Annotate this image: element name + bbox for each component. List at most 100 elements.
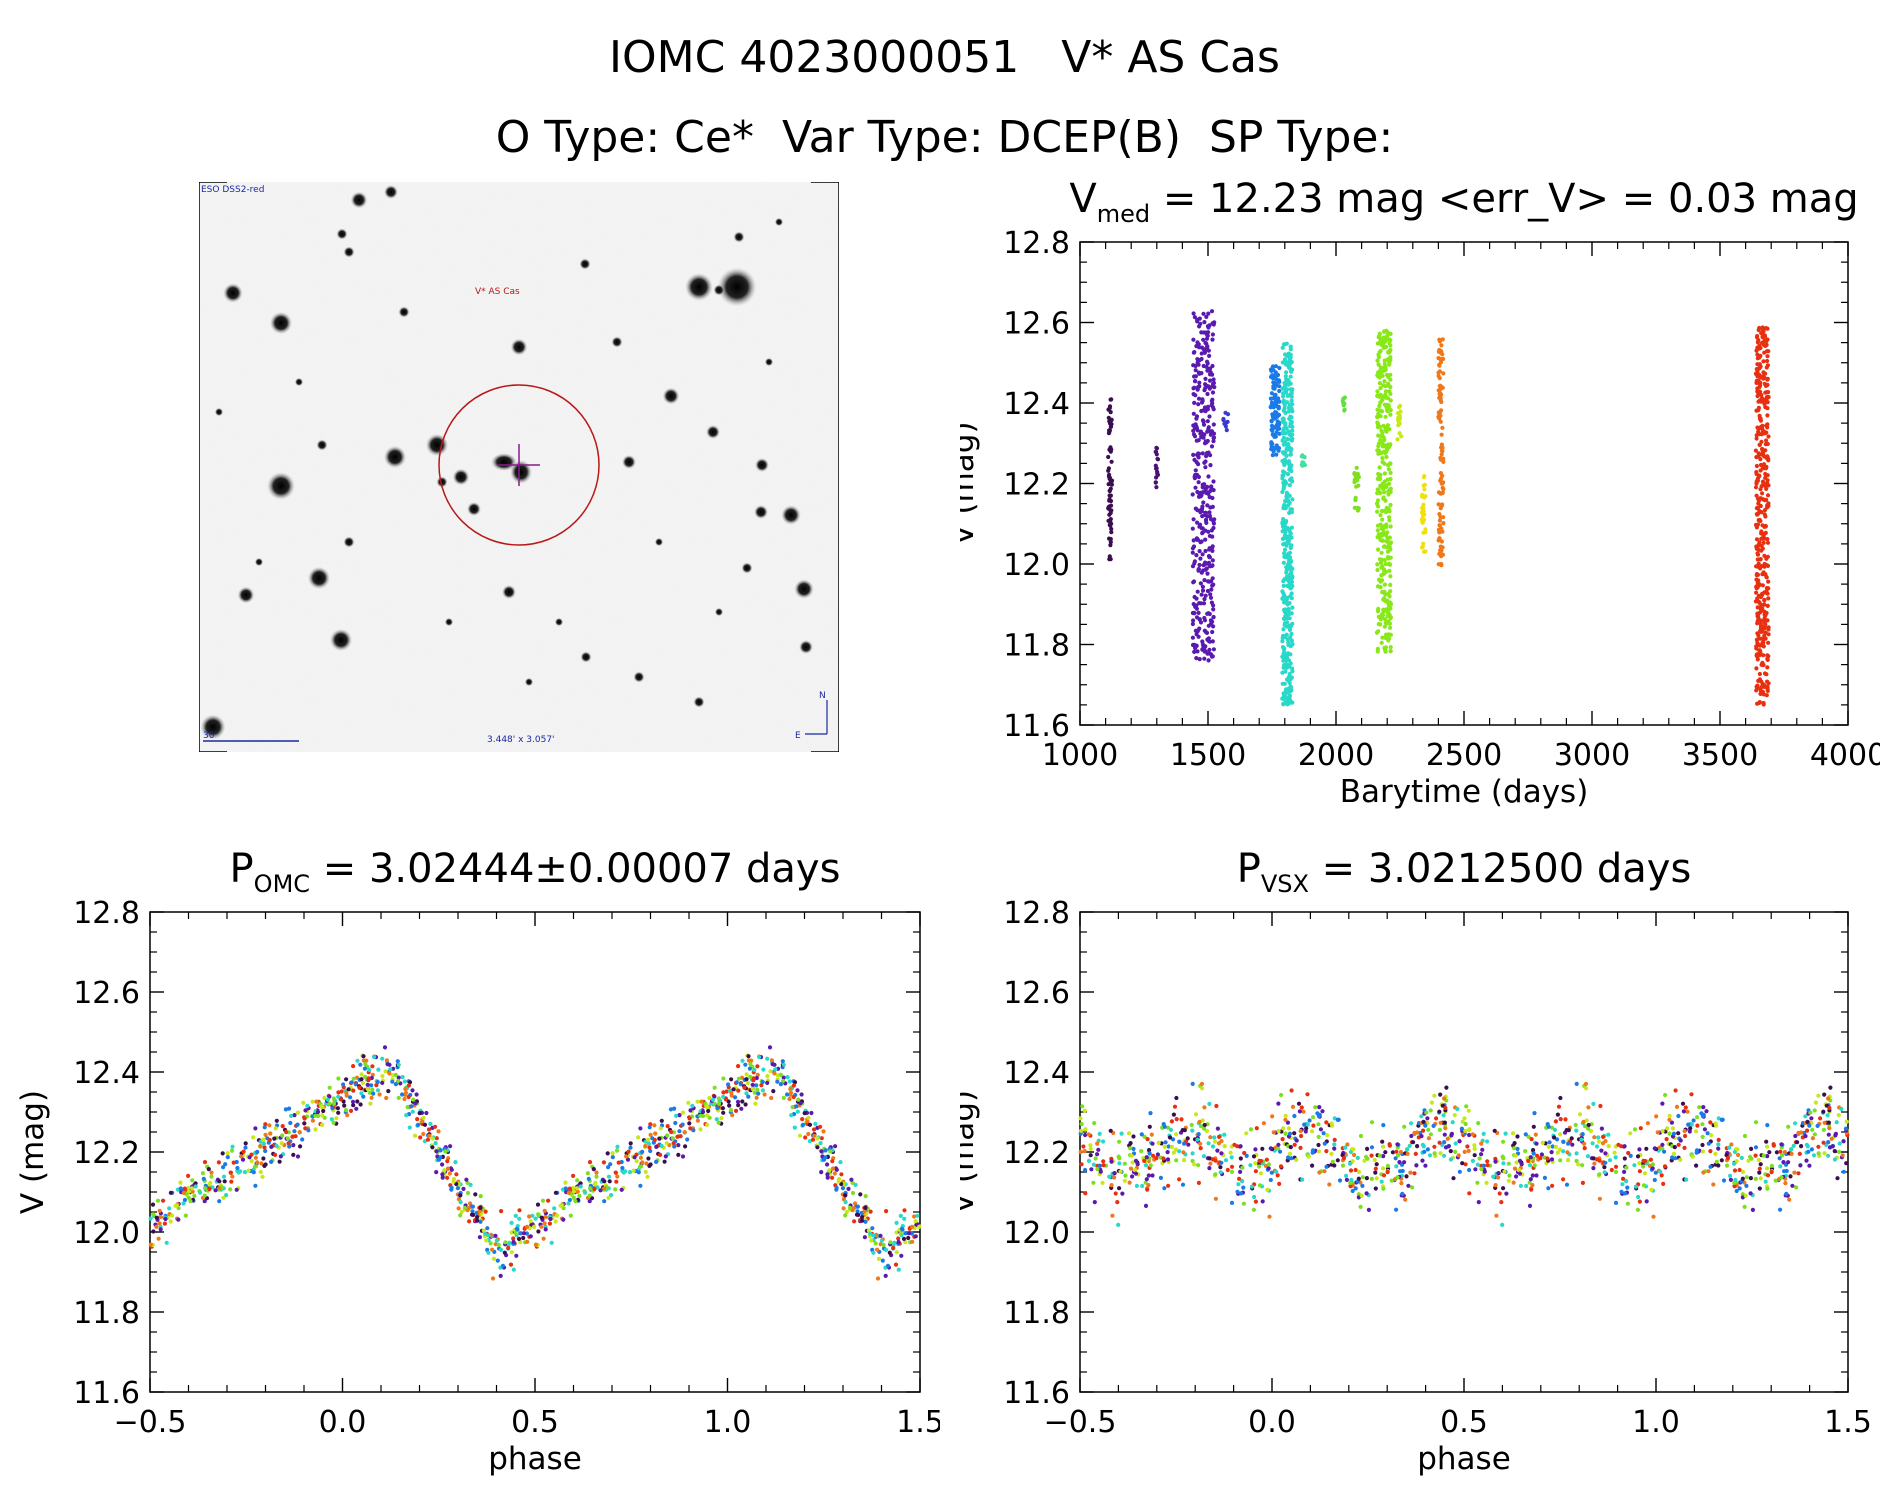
data-point bbox=[646, 1156, 651, 1161]
data-point bbox=[1109, 1159, 1114, 1164]
data-point bbox=[680, 1122, 685, 1127]
data-point bbox=[1286, 539, 1291, 544]
finder-star bbox=[754, 505, 768, 519]
data-point bbox=[1475, 1162, 1480, 1167]
data-point bbox=[1665, 1126, 1670, 1131]
data-point bbox=[1282, 551, 1287, 556]
data-point bbox=[1205, 503, 1210, 508]
data-point bbox=[1441, 521, 1446, 526]
data-point bbox=[1375, 646, 1380, 651]
data-point bbox=[1083, 1127, 1088, 1132]
data-point bbox=[543, 1227, 548, 1232]
data-point bbox=[623, 1169, 628, 1174]
data-point bbox=[855, 1209, 860, 1214]
data-point bbox=[517, 1208, 522, 1213]
data-point bbox=[1713, 1121, 1718, 1126]
data-point bbox=[1276, 1142, 1281, 1147]
data-point bbox=[807, 1122, 813, 1127]
data-point bbox=[1833, 1131, 1838, 1136]
data-point bbox=[1240, 1179, 1245, 1184]
data-point bbox=[1223, 424, 1228, 429]
data-point bbox=[1166, 1183, 1171, 1188]
data-point bbox=[704, 1104, 709, 1109]
data-point bbox=[1564, 1128, 1569, 1133]
data-point bbox=[1841, 1169, 1846, 1174]
data-point bbox=[1172, 1104, 1178, 1109]
data-point bbox=[1225, 419, 1230, 424]
data-point bbox=[1149, 1132, 1154, 1137]
data-point bbox=[418, 1135, 423, 1140]
data-point bbox=[1613, 1164, 1619, 1169]
data-point bbox=[898, 1213, 903, 1218]
data-point bbox=[1683, 1105, 1688, 1110]
data-point bbox=[1765, 382, 1770, 387]
data-point bbox=[665, 1124, 670, 1129]
data-point bbox=[1286, 559, 1292, 564]
data-point bbox=[1766, 501, 1771, 506]
data-point bbox=[583, 1190, 588, 1195]
data-point bbox=[321, 1108, 326, 1114]
data-point bbox=[220, 1151, 225, 1156]
data-point bbox=[1106, 454, 1111, 460]
data-point bbox=[1252, 1194, 1257, 1200]
data-point bbox=[1754, 653, 1759, 658]
data-point bbox=[1356, 1169, 1362, 1174]
data-point bbox=[1743, 1193, 1748, 1198]
data-point bbox=[1354, 465, 1359, 470]
data-point bbox=[1083, 1132, 1088, 1138]
data-point bbox=[157, 1221, 162, 1226]
x-tick-label: 1.0 bbox=[1632, 1405, 1680, 1440]
data-point bbox=[1108, 419, 1113, 424]
data-point bbox=[1574, 1151, 1579, 1156]
data-point bbox=[1290, 642, 1295, 647]
data-point bbox=[1440, 490, 1445, 495]
data-point bbox=[1660, 1101, 1665, 1106]
data-point bbox=[571, 1185, 576, 1191]
data-point bbox=[755, 1064, 760, 1069]
data-point bbox=[698, 1127, 703, 1132]
data-point bbox=[1096, 1147, 1101, 1152]
data-point bbox=[1764, 438, 1769, 443]
data-point bbox=[1150, 1141, 1155, 1146]
data-point bbox=[1251, 1207, 1256, 1212]
data-point bbox=[1650, 1166, 1655, 1171]
data-point bbox=[313, 1127, 318, 1132]
data-point bbox=[1470, 1158, 1475, 1163]
data-point bbox=[239, 1154, 244, 1159]
data-point bbox=[1294, 1157, 1299, 1162]
data-point bbox=[502, 1250, 507, 1255]
data-point bbox=[850, 1190, 856, 1196]
data-point bbox=[349, 1080, 354, 1085]
data-point bbox=[1281, 702, 1286, 707]
data-point bbox=[773, 1067, 778, 1072]
data-point bbox=[1372, 1157, 1377, 1163]
data-point bbox=[778, 1072, 784, 1077]
data-point bbox=[1191, 311, 1196, 316]
finder-star bbox=[316, 439, 328, 451]
data-point bbox=[1202, 578, 1207, 583]
data-point bbox=[1798, 1163, 1803, 1168]
data-point bbox=[1671, 1131, 1677, 1136]
data-point bbox=[1379, 526, 1384, 531]
data-point bbox=[1283, 1117, 1288, 1122]
data-point bbox=[1264, 1157, 1269, 1162]
data-point bbox=[1192, 350, 1197, 355]
data-point bbox=[1292, 1131, 1297, 1136]
data-point bbox=[269, 1159, 274, 1164]
data-point bbox=[1446, 1144, 1451, 1149]
data-point bbox=[286, 1141, 291, 1146]
data-point bbox=[1462, 1149, 1467, 1154]
data-point bbox=[1637, 1169, 1642, 1174]
data-point bbox=[1765, 1186, 1770, 1191]
data-point bbox=[1364, 1191, 1369, 1196]
data-point bbox=[1765, 377, 1770, 382]
data-point bbox=[1198, 1141, 1203, 1146]
data-point bbox=[575, 1178, 580, 1183]
data-point bbox=[1285, 637, 1290, 642]
data-point bbox=[760, 1088, 766, 1093]
data-point bbox=[1192, 400, 1197, 405]
data-point bbox=[1561, 1177, 1566, 1182]
data-point bbox=[716, 1096, 721, 1101]
data-point bbox=[1628, 1131, 1633, 1136]
data-point bbox=[628, 1145, 633, 1150]
